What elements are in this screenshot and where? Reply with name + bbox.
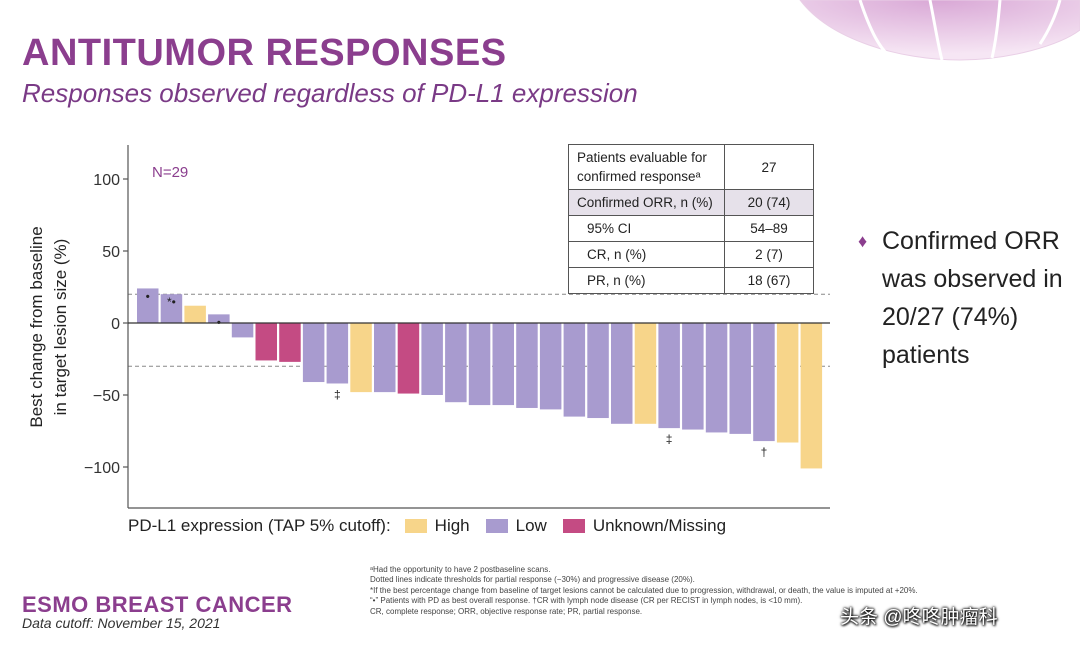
- page-subtitle: Responses observed regardless of PD-L1 e…: [22, 78, 638, 108]
- bar: [539, 323, 562, 410]
- table-cell-label: 95% CI: [568, 215, 725, 242]
- footnote: CR, complete response; ORR, objective re…: [370, 606, 643, 616]
- footnote: Dotted lines indicate thresholds for par…: [370, 575, 695, 585]
- bar: [326, 323, 349, 384]
- bar-marker: ‡: [334, 387, 341, 401]
- legend-item-low: Low: [515, 516, 547, 535]
- legend-title: PD-L1 expression (TAP 5% cutoff):: [128, 516, 391, 535]
- bar: [753, 323, 775, 442]
- bar: [492, 323, 514, 406]
- footnotes: ᵃHad the opportunity to have 2 postbasel…: [370, 565, 1010, 617]
- y-tick-label: −100: [84, 460, 120, 477]
- bar: [160, 294, 183, 323]
- legend-item-high: High: [434, 516, 470, 535]
- bar: [421, 323, 443, 395]
- bar-marker: *•: [167, 295, 176, 309]
- y-tick-label: 50: [102, 244, 120, 261]
- bar: [255, 323, 277, 361]
- conference-brand: ESMO BREAST CANCER: [22, 592, 293, 617]
- table-cell-value: 54–89: [724, 215, 814, 242]
- key-finding-bullet: ♦ Confirmed ORR was observed in 20/27 (7…: [858, 222, 1078, 374]
- legend-swatch-low: [485, 519, 508, 533]
- table-row: Patients evaluable for confirmed respons…: [568, 144, 814, 190]
- legend-swatch-high: [404, 519, 427, 533]
- table-cell-label: CR, n (%): [568, 241, 725, 268]
- bar: [776, 323, 799, 443]
- chart-legend: PD-L1 expression (TAP 5% cutoff): High L…: [128, 516, 742, 536]
- bar: [516, 323, 538, 408]
- bar: [279, 323, 301, 362]
- bar: [208, 314, 230, 323]
- bar: [563, 323, 586, 417]
- bar: [682, 323, 704, 430]
- bar: [634, 323, 657, 424]
- table-cell-value: 20 (74): [724, 189, 814, 216]
- table-cell-value: 27: [724, 144, 814, 190]
- footnote: *If the best percentage change from base…: [370, 585, 918, 595]
- table-row: PR, n (%) 18 (67): [568, 267, 814, 294]
- table-row: 95% CI 54–89: [568, 215, 814, 242]
- table-row: CR, n (%) 2 (7): [568, 241, 814, 268]
- bar: [397, 323, 420, 394]
- bar: [729, 323, 751, 434]
- table-row: Confirmed ORR, n (%) 20 (74): [568, 189, 814, 216]
- bar-marker: •: [146, 289, 150, 303]
- y-tick-label: 0: [111, 316, 120, 333]
- response-summary-table: Patients evaluable for confirmed respons…: [568, 144, 814, 294]
- bar: [705, 323, 728, 433]
- bar-marker: ‡: [666, 432, 673, 446]
- bar: [350, 323, 372, 393]
- bar: [468, 323, 491, 406]
- bar-marker: †: [761, 445, 768, 459]
- page-title: ANTITUMOR RESPONSES: [22, 32, 507, 74]
- bar: [137, 288, 159, 323]
- watermark: 头条 @咚咚肿瘤科: [840, 607, 998, 628]
- key-finding-text: Confirmed ORR was observed in 20/27 (74%…: [882, 227, 1063, 369]
- bar: [800, 323, 823, 469]
- table-cell-label: PR, n (%): [568, 267, 725, 294]
- n-label: N=29: [152, 164, 188, 181]
- y-axis-label-line1: Best change from baseline: [27, 226, 46, 427]
- bar: [374, 323, 396, 393]
- legend-item-unknown: Unknown/Missing: [592, 516, 727, 535]
- table-cell-value: 18 (67): [724, 267, 814, 294]
- footnote: ᵃHad the opportunity to have 2 postbasel…: [370, 565, 551, 574]
- diamond-bullet-icon: ♦: [858, 231, 868, 251]
- bar: [611, 323, 633, 424]
- legend-swatch-unknown: [562, 519, 585, 533]
- bar: [658, 323, 680, 429]
- bar: [302, 323, 325, 383]
- bar: [184, 305, 206, 323]
- bar: [445, 323, 467, 403]
- footnote: “•” Patients with PD as best overall res…: [370, 596, 803, 606]
- table-cell-value: 2 (7): [724, 241, 814, 268]
- y-tick-label: 100: [93, 172, 120, 189]
- y-axis-label-line2: in target lesion size (%): [51, 239, 70, 416]
- table-cell-label: Patients evaluable for confirmed respons…: [568, 144, 725, 190]
- y-tick-label: −50: [93, 388, 120, 405]
- table-cell-label: Confirmed ORR, n (%): [568, 189, 725, 216]
- bar: [231, 323, 254, 338]
- bar: [587, 323, 609, 419]
- data-cutoff: Data cutoff: November 15, 2021: [22, 615, 221, 631]
